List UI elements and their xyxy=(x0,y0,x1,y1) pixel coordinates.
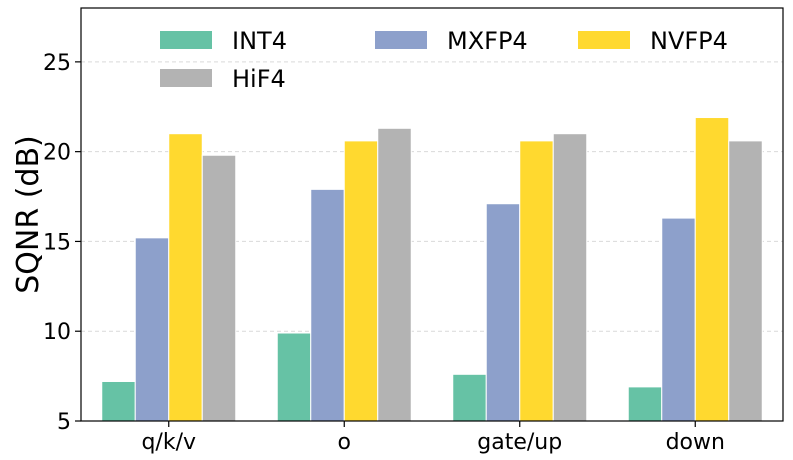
bar-nvfp4-o xyxy=(343,140,379,422)
bars xyxy=(101,117,763,422)
x-axis-ticks: q/k/v o gate/up down xyxy=(141,421,725,455)
bar-hif4-gate-up xyxy=(552,133,588,422)
bar-int4-down xyxy=(627,386,663,422)
plot-frame xyxy=(80,7,784,422)
bar-mxfp4-q-k-v xyxy=(134,237,170,422)
bar-hif4-down xyxy=(728,140,763,422)
bar-mxfp4-gate-up xyxy=(485,203,521,422)
bar-nvfp4-down xyxy=(694,117,730,422)
x-tick-label: q/k/v xyxy=(141,430,196,455)
x-tick-label: o xyxy=(338,430,351,455)
y-tick-label: 15 xyxy=(43,230,71,255)
legend-label-mxfp4: MXFP4 xyxy=(447,27,528,55)
bar-nvfp4-gate-up xyxy=(519,140,554,422)
legend-swatch-nvfp4 xyxy=(578,31,630,49)
bar-int4-o xyxy=(276,332,312,422)
legend: INT4 MXFP4 NVFP4 HiF4 xyxy=(160,27,728,93)
x-tick-label: gate/up xyxy=(477,430,562,455)
legend-swatch-int4 xyxy=(160,31,212,49)
bar-int4-gate-up xyxy=(452,373,487,422)
y-tick-label: 10 xyxy=(43,320,71,345)
legend-swatch-mxfp4 xyxy=(375,31,427,49)
x-tick-label: down xyxy=(666,430,725,455)
y-tick-label: 25 xyxy=(43,51,71,76)
y-tick-label: 20 xyxy=(43,141,71,166)
y-axis-ticks: 5 10 15 20 25 xyxy=(43,51,81,435)
bar-nvfp4-q-k-v xyxy=(168,133,203,422)
legend-label-int4: INT4 xyxy=(232,27,287,55)
legend-label-hif4: HiF4 xyxy=(232,65,286,93)
y-tick-label: 5 xyxy=(57,410,71,435)
bar-hif4-o xyxy=(377,127,412,422)
y-axis-label: SQNR (dB) xyxy=(11,135,46,294)
bar-mxfp4-down xyxy=(661,217,696,422)
bar-mxfp4-o xyxy=(310,188,345,422)
legend-swatch-hif4 xyxy=(160,69,212,87)
bar-hif4-q-k-v xyxy=(201,154,237,422)
bar-int4-q-k-v xyxy=(101,380,136,422)
legend-label-nvfp4: NVFP4 xyxy=(650,27,728,55)
